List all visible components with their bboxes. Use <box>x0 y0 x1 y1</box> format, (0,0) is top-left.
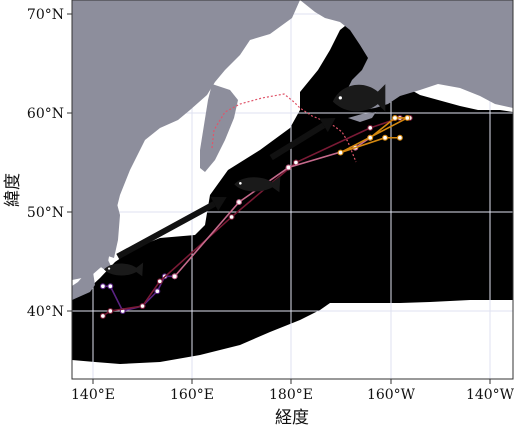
arrow-head-icon <box>319 117 336 133</box>
route-point <box>337 149 344 156</box>
y-tick-label: 50°N <box>27 205 64 221</box>
plot-frame <box>71 0 514 380</box>
exclusive-zone-boundary <box>211 93 357 163</box>
x-axis-title: 経度 <box>275 408 309 428</box>
route-point <box>171 273 178 280</box>
route-point <box>99 283 106 290</box>
y-axis-title: 緯度 <box>3 173 23 207</box>
migration-arrows <box>116 117 336 260</box>
x-tick-label: 160°W <box>367 387 416 403</box>
asia-landmass <box>72 0 300 280</box>
y-tick-label: 70°N <box>27 7 64 23</box>
y-tick-label: 40°N <box>27 304 64 320</box>
route-point <box>236 199 242 206</box>
route-point <box>367 134 374 141</box>
route-point <box>228 214 235 220</box>
salmon-adult-icon <box>332 84 386 112</box>
route-point <box>382 134 388 141</box>
route-point <box>154 288 161 295</box>
salmon-icons <box>104 84 386 277</box>
kamchatka-landmass <box>200 84 238 172</box>
route-point <box>392 114 398 121</box>
route-point <box>107 283 114 290</box>
migration-arrow-shaft <box>116 201 216 260</box>
x-tick-label: 180°E <box>269 387 313 403</box>
route-point <box>367 124 374 131</box>
x-tick-label: 160°E <box>170 387 214 403</box>
route-point <box>404 114 411 121</box>
habitat-region <box>72 13 513 364</box>
x-tick-label: 140°E <box>71 387 115 403</box>
aleutian-islands <box>348 112 376 122</box>
sakhalin-landmass <box>108 200 120 258</box>
route-point <box>396 134 403 141</box>
japan-landmass <box>72 260 112 300</box>
x-tick-label: 140°W <box>466 387 515 403</box>
salmon-icon <box>234 176 281 193</box>
axis-ticks <box>67 13 491 384</box>
route-point <box>99 313 106 319</box>
landmass <box>72 0 513 300</box>
alaska-landmass <box>300 0 513 110</box>
route-point <box>107 308 114 314</box>
y-tick-label: 60°N <box>27 106 64 122</box>
route-point <box>156 278 163 285</box>
route-point <box>139 303 146 309</box>
salmon-juvenile-icon <box>104 262 144 277</box>
migration-arrow-shaft <box>269 122 326 161</box>
route-point <box>285 164 292 171</box>
migration-routes <box>99 114 413 319</box>
arrow-head-icon <box>210 196 227 211</box>
